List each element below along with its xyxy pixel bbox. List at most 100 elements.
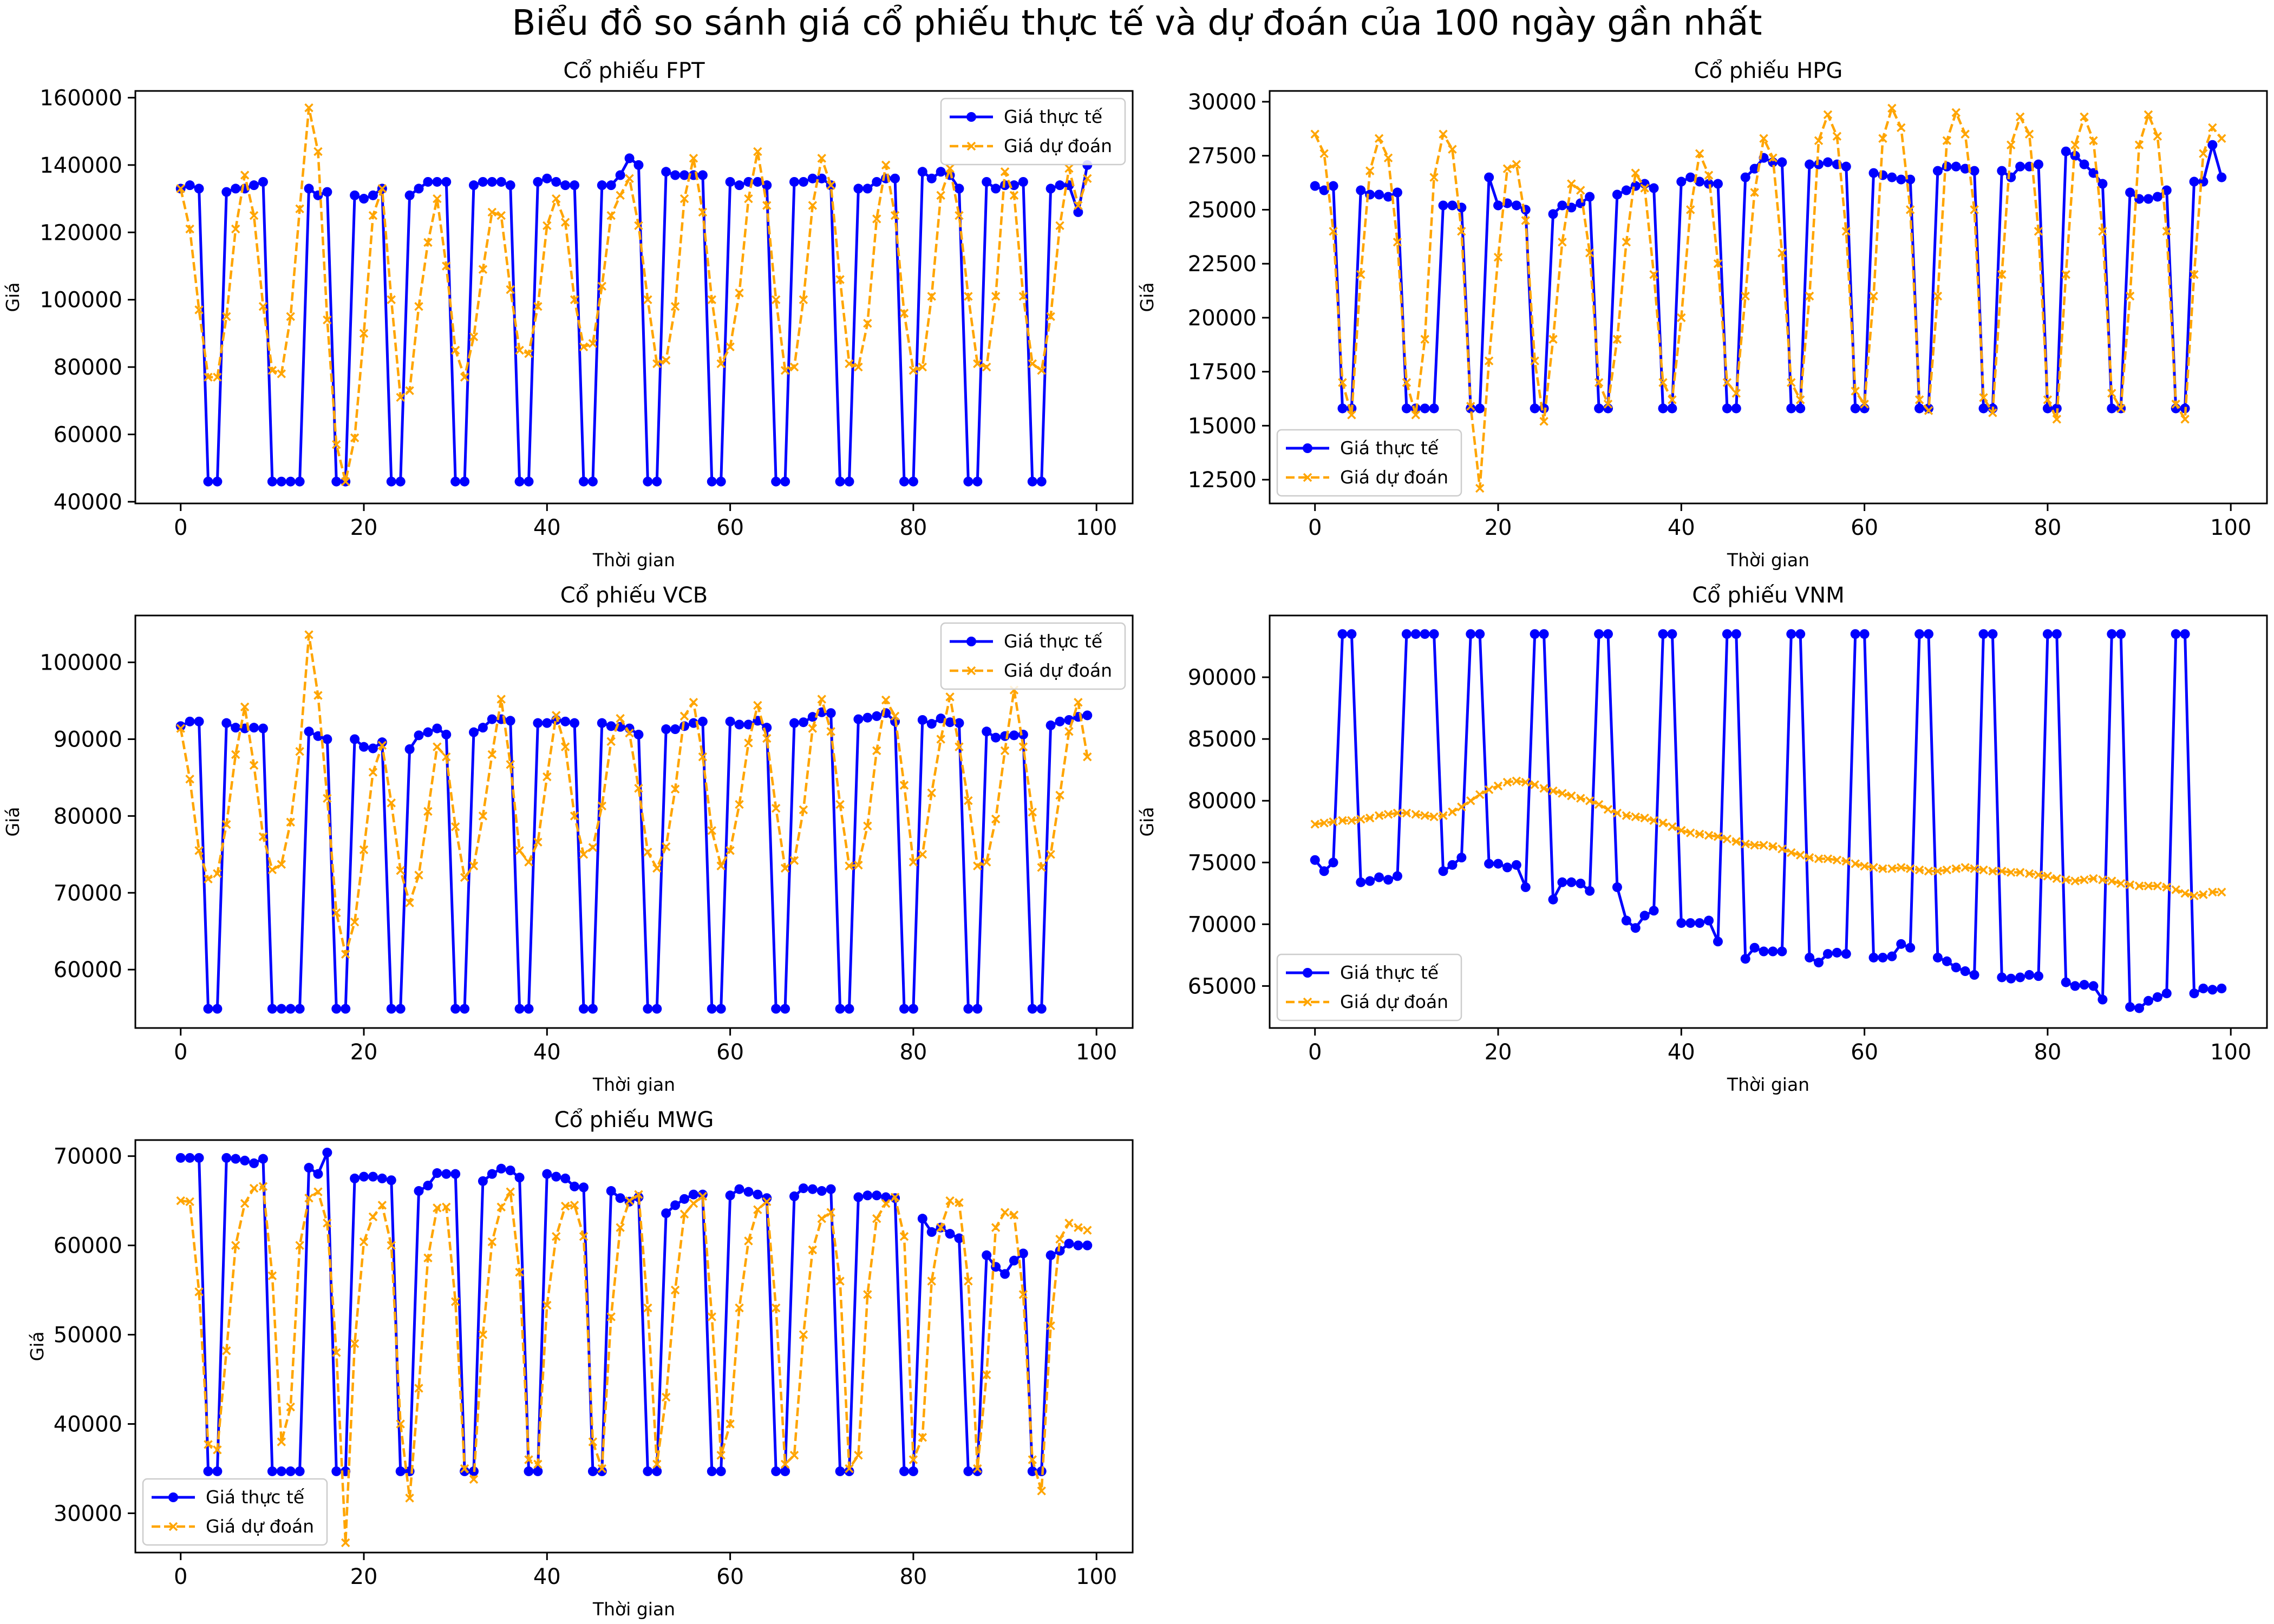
data-point-predicted	[1329, 817, 1338, 827]
data-point-predicted	[890, 211, 900, 220]
data-point-actual	[295, 1004, 305, 1014]
data-point-actual	[450, 1004, 461, 1014]
data-point-actual	[1667, 629, 1677, 639]
data-point-predicted	[2180, 889, 2190, 898]
data-point-actual	[1630, 923, 1641, 933]
x-axis-label: Thời gian	[1727, 549, 1809, 571]
x-tick-label: 0	[174, 1564, 187, 1589]
x-tick-label: 0	[174, 1040, 187, 1065]
data-point-actual	[1603, 629, 1613, 639]
data-point-predicted	[1319, 818, 1329, 828]
data-point-actual	[1557, 200, 1567, 211]
data-point-predicted	[927, 292, 936, 301]
data-point-actual	[1850, 403, 1860, 414]
data-point-predicted	[845, 359, 854, 369]
data-point-predicted	[973, 359, 982, 369]
data-point-actual	[2097, 994, 2108, 1005]
data-point-predicted	[909, 857, 918, 867]
data-point-predicted	[1731, 837, 1741, 846]
data-point-predicted	[735, 1303, 744, 1313]
data-point-actual	[2207, 140, 2218, 150]
data-point-actual	[725, 716, 735, 726]
data-point-actual	[551, 176, 561, 187]
data-point-actual	[926, 719, 937, 729]
data-point-predicted	[1530, 356, 1539, 365]
data-point-predicted	[1750, 188, 1759, 197]
x-tick-label: 0	[174, 515, 187, 540]
data-point-predicted	[1997, 270, 2007, 279]
y-tick-label: 17500	[1188, 360, 1257, 385]
data-point-predicted	[625, 174, 634, 183]
data-point-actual	[560, 1173, 571, 1183]
data-point-predicted	[1869, 291, 1878, 301]
data-point-predicted	[863, 821, 872, 831]
data-point-actual	[1932, 952, 1943, 962]
data-point-actual	[1530, 629, 1540, 639]
data-point-actual	[432, 176, 442, 187]
data-point-predicted	[350, 917, 360, 927]
data-point-actual	[341, 1004, 351, 1014]
data-point-predicted	[872, 1214, 881, 1223]
data-point-actual	[2161, 185, 2172, 195]
data-point-predicted	[1402, 808, 1412, 818]
data-point-predicted	[487, 1237, 497, 1247]
data-point-actual	[460, 1004, 470, 1014]
data-point-predicted	[185, 1197, 194, 1207]
data-point-predicted	[2180, 415, 2190, 424]
data-point-predicted	[277, 1437, 286, 1446]
data-point-predicted	[204, 372, 213, 382]
data-point-actual	[267, 1004, 277, 1014]
data-point-predicted	[286, 312, 295, 322]
data-point-predicted	[991, 1223, 1001, 1232]
data-point-actual	[1704, 179, 1714, 189]
data-point-actual	[450, 1169, 461, 1179]
data-point-predicted	[2116, 879, 2126, 888]
data-point-predicted	[414, 870, 423, 880]
data-point-predicted	[1319, 149, 1329, 158]
data-point-actual	[707, 1004, 717, 1014]
data-point-actual	[753, 1189, 763, 1200]
data-point-predicted	[295, 1241, 304, 1250]
data-point-actual	[1695, 176, 1705, 187]
y-tick-label: 160000	[40, 86, 122, 110]
data-point-predicted	[707, 826, 717, 835]
legend-box	[940, 622, 1126, 690]
data-point-actual	[606, 180, 616, 191]
data-point-predicted	[1502, 777, 1512, 787]
legend-marker-actual	[966, 637, 976, 646]
data-point-predicted	[2208, 887, 2217, 897]
data-point-predicted	[689, 154, 698, 163]
x-tick-label: 0	[1308, 1040, 1322, 1065]
data-point-predicted	[1064, 727, 1074, 736]
data-point-actual	[661, 167, 671, 177]
data-point-actual	[1383, 875, 1394, 885]
data-point-predicted	[560, 742, 570, 751]
data-point-predicted	[679, 1209, 689, 1219]
data-point-predicted	[304, 103, 313, 113]
data-point-actual	[212, 1466, 223, 1476]
data-point-actual	[423, 727, 433, 737]
data-point-actual	[1740, 172, 1750, 182]
data-point-predicted	[1037, 863, 1046, 872]
y-tick-label: 70000	[1188, 912, 1257, 937]
data-point-predicted	[881, 1199, 891, 1208]
data-point-predicted	[2171, 400, 2180, 409]
data-point-actual	[1942, 161, 1952, 172]
legend: Giá thực tế Giá dự đoán	[940, 622, 1126, 690]
y-tick-label: 70000	[54, 881, 122, 906]
data-point-actual	[679, 170, 690, 180]
data-point-predicted	[1768, 842, 1778, 851]
data-point-actual	[2207, 985, 2218, 995]
data-point-actual	[899, 1466, 909, 1476]
data-point-predicted	[964, 1276, 973, 1286]
figure-title: Biểu đồ so sánh giá cổ phiếu thực tế và …	[512, 3, 1762, 43]
data-point-actual	[753, 176, 763, 187]
data-point-actual	[478, 1176, 488, 1186]
data-point-actual	[1447, 860, 1458, 870]
data-point-predicted	[1074, 698, 1083, 707]
data-point-actual	[1594, 629, 1604, 639]
data-point-predicted	[1658, 818, 1668, 828]
data-point-actual	[789, 1191, 800, 1201]
data-point-actual	[2042, 629, 2053, 639]
data-point-actual	[1612, 189, 1622, 200]
